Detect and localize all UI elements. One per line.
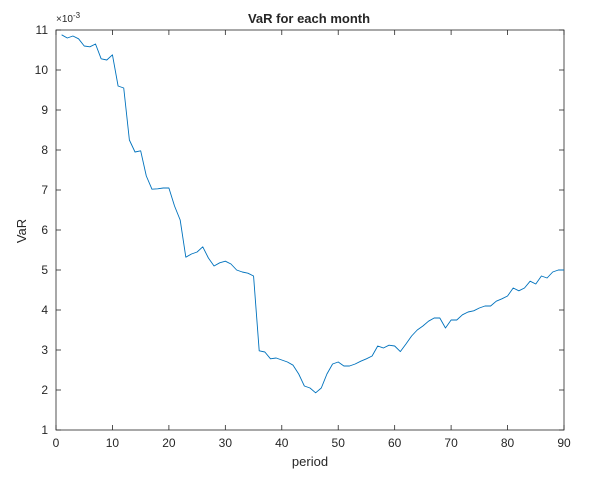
x-axis-ticks: 0 10 20 30 40 50 60 70 80 90 [53,30,571,450]
x-tick-label: 20 [162,436,176,450]
plot-area [55,29,565,431]
series-layer [61,34,564,394]
x-tick-label: 10 [106,436,120,450]
y-axis-exponent: ×10-3 [56,11,81,25]
y-tick-label: 1 [41,423,48,437]
y-axis-label: VaR [14,219,29,243]
y-tick-label: 4 [41,303,48,317]
y-tick-label: 7 [41,183,48,197]
x-tick-label: 60 [388,436,402,450]
y-exponent-base: ×10 [56,14,73,25]
x-tick-label: 70 [444,436,458,450]
y-tick-label: 3 [41,343,48,357]
x-axis-label: period [292,454,328,469]
x-tick-label: 50 [332,436,346,450]
x-tick-label: 40 [275,436,289,450]
x-tick-label: 90 [557,436,571,450]
y-tick-label: 2 [41,383,48,397]
y-axis-ticks: 1 2 3 4 5 6 7 8 9 10 11 [35,23,564,437]
x-tick-label: 80 [501,436,515,450]
y-tick-label: 10 [35,63,49,77]
x-tick-label: 30 [219,436,233,450]
y-tick-label: 6 [41,223,48,237]
chart-title: VaR for each month [248,11,370,26]
y-tick-label: 8 [41,143,48,157]
x-tick-label: 0 [53,436,60,450]
y-exponent-power: -3 [73,11,81,20]
y-tick-label: 5 [41,263,48,277]
y-tick-label: 11 [36,23,49,37]
series-line-0 [61,34,564,394]
y-tick-label: 9 [41,103,48,117]
